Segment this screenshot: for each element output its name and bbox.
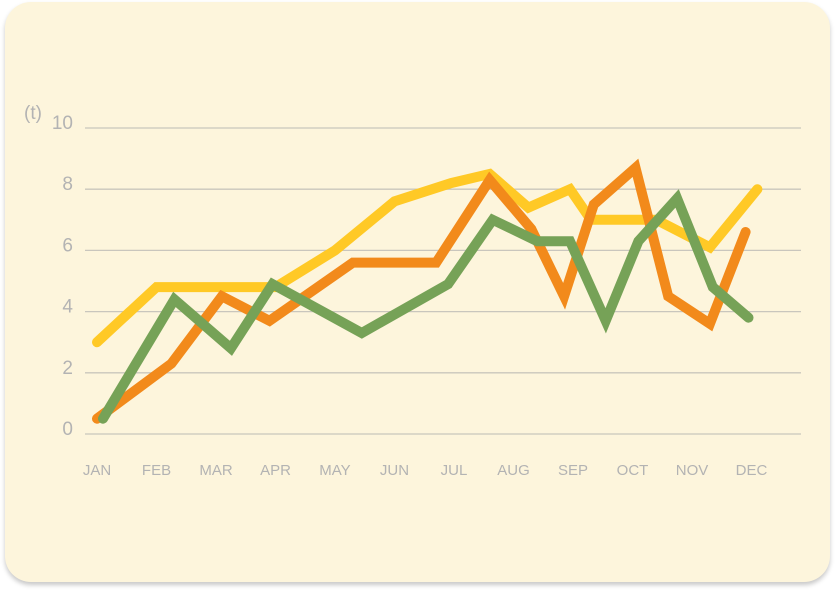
x-tick-label: APR — [260, 462, 291, 479]
series-lines — [92, 158, 763, 424]
y-tick-label: 4 — [62, 297, 73, 318]
y-axis-unit: (t) — [24, 103, 42, 124]
chart-card — [5, 2, 830, 582]
x-tick-label: DEC — [736, 462, 768, 479]
x-tick-label: MAY — [319, 462, 350, 479]
x-tick-label: NOV — [676, 462, 709, 479]
x-tick-label: JUN — [380, 462, 409, 479]
x-tick-label: SEP — [558, 462, 588, 479]
y-tick-label: 10 — [52, 113, 73, 134]
grid-lines — [85, 127, 801, 435]
x-tick-label: JAN — [83, 462, 111, 479]
y-tick-label: 2 — [62, 358, 73, 379]
x-tick-label: OCT — [617, 462, 649, 479]
x-axis-ticks: JAN FEB MAR APR MAY JUN JUL AUG SEP OCT NOV DEC — [83, 462, 768, 479]
x-tick-label: JUL — [441, 462, 468, 479]
series-line-3 — [98, 189, 754, 424]
y-tick-label: 6 — [62, 235, 73, 256]
y-tick-label: 8 — [62, 174, 73, 195]
y-tick-label: 0 — [62, 419, 73, 440]
x-tick-label: MAR — [199, 462, 233, 479]
x-tick-label: AUG — [497, 462, 530, 479]
series-line-2 — [92, 158, 751, 424]
x-tick-label: FEB — [142, 462, 171, 479]
y-axis-ticks: 0 2 4 6 8 10 — [52, 113, 74, 440]
